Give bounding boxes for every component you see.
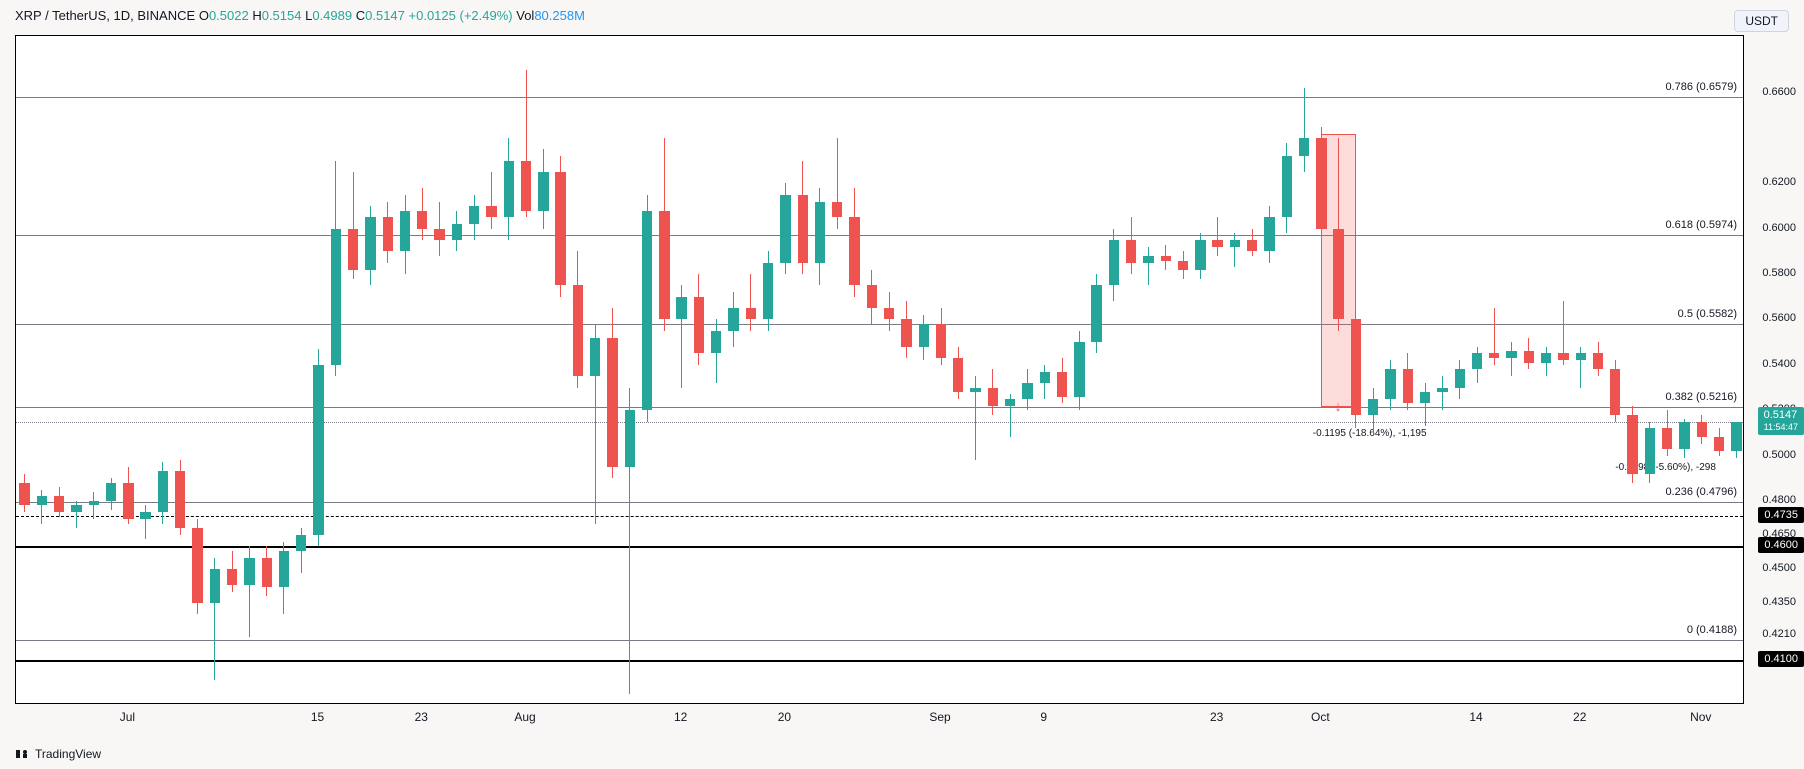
vol-val: 80.258M: [534, 8, 585, 23]
y-axis: 0.66000.62000.60000.58000.56000.54000.52…: [1744, 35, 1804, 704]
chart-header: XRP / TetherUS, 1D, BINANCE O0.5022 H0.5…: [15, 8, 585, 23]
low-val: 0.4989: [312, 8, 352, 23]
x-axis: Jul1523Aug1220Sep923Oct1422Nov: [15, 704, 1744, 734]
open-val: 0.5022: [209, 8, 249, 23]
exchange: BINANCE: [137, 8, 195, 23]
high-val: 0.5154: [262, 8, 302, 23]
chart-plot[interactable]: 0.786 (0.6579)0.618 (0.5974)0.5 (0.5582)…: [15, 35, 1744, 704]
pct-val: (+2.49%): [460, 8, 513, 23]
close-val: 0.5147: [365, 8, 405, 23]
timeframe: 1D,: [114, 8, 134, 23]
tv-logo: TradingView: [15, 747, 101, 761]
quote-badge[interactable]: USDT: [1734, 10, 1789, 32]
change-val: +0.0125: [409, 8, 456, 23]
symbol: XRP / TetherUS,: [15, 8, 110, 23]
